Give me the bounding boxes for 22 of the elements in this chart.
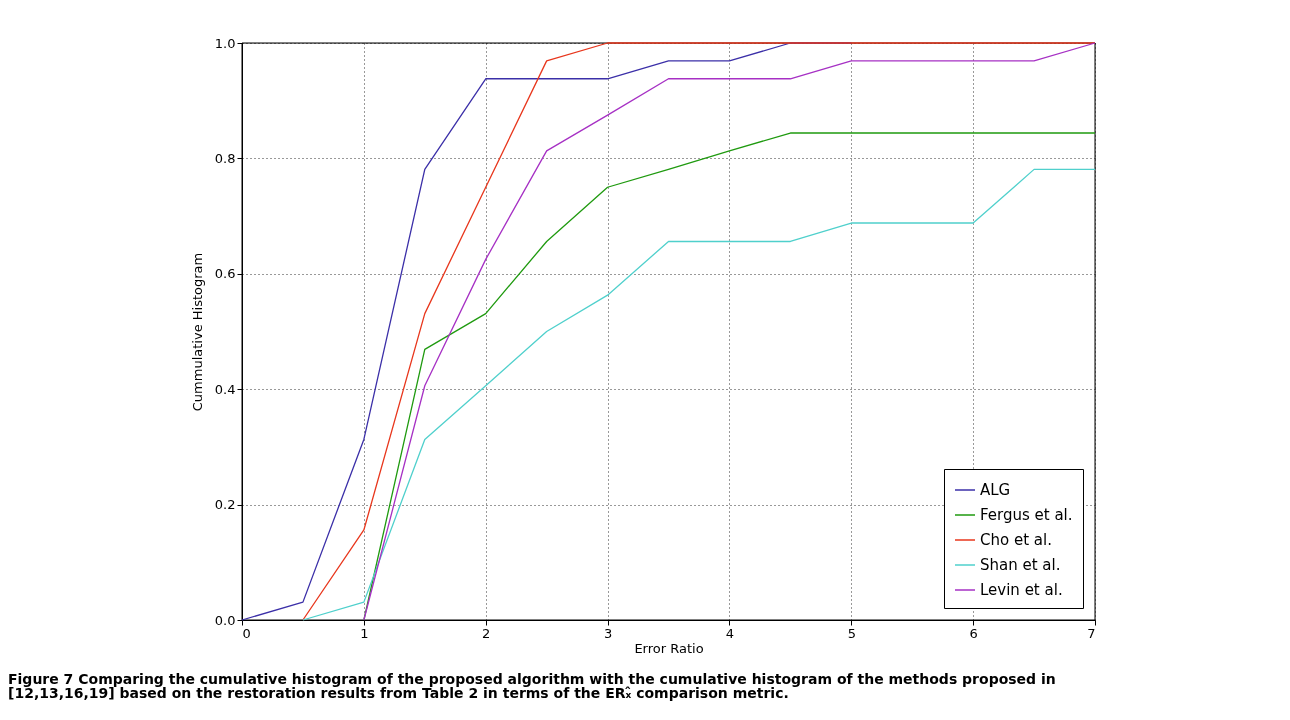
caption: Figure 7 Comparing the cumulative histogram of the proposed algorithm with the cumulative histogram of the methods proposed in [12,13,16,19] based on the restoration results from Table 2 in terms of the ERₓ̂ comparison metric. <box>8 671 1056 701</box>
legend-label: Cho et al. <box>980 531 1052 549</box>
x-tick-label: 5 <box>847 625 856 641</box>
x-tick-label: 7 <box>1087 625 1096 641</box>
legend-label: Shan et al. <box>980 556 1061 574</box>
x-tick-label: 3 <box>603 625 613 641</box>
legend-label: ALG <box>980 481 1011 499</box>
y-tick-label: 0.0 <box>214 612 236 628</box>
y-tick-label: 0.4 <box>214 381 236 397</box>
x-tick-label: 0 <box>242 625 251 641</box>
x-tick-label: 1 <box>360 625 369 641</box>
y-axis-title: Cummulative Histogram <box>189 252 205 412</box>
legend-label: Fergus et al. <box>980 506 1073 524</box>
x-tick-label: 4 <box>725 625 735 641</box>
x-tick-label: 6 <box>969 625 978 641</box>
y-tick-label: 0.6 <box>214 266 236 282</box>
legend-label: Levin et al. <box>980 581 1063 599</box>
x-tick-label: 2 <box>482 625 491 641</box>
y-tick-label: 0.2 <box>214 497 236 513</box>
y-tick-label: 0.8 <box>214 150 236 166</box>
y-tick-label: 1.0 <box>214 35 236 51</box>
x-axis-title: Error Ratio <box>634 640 704 656</box>
